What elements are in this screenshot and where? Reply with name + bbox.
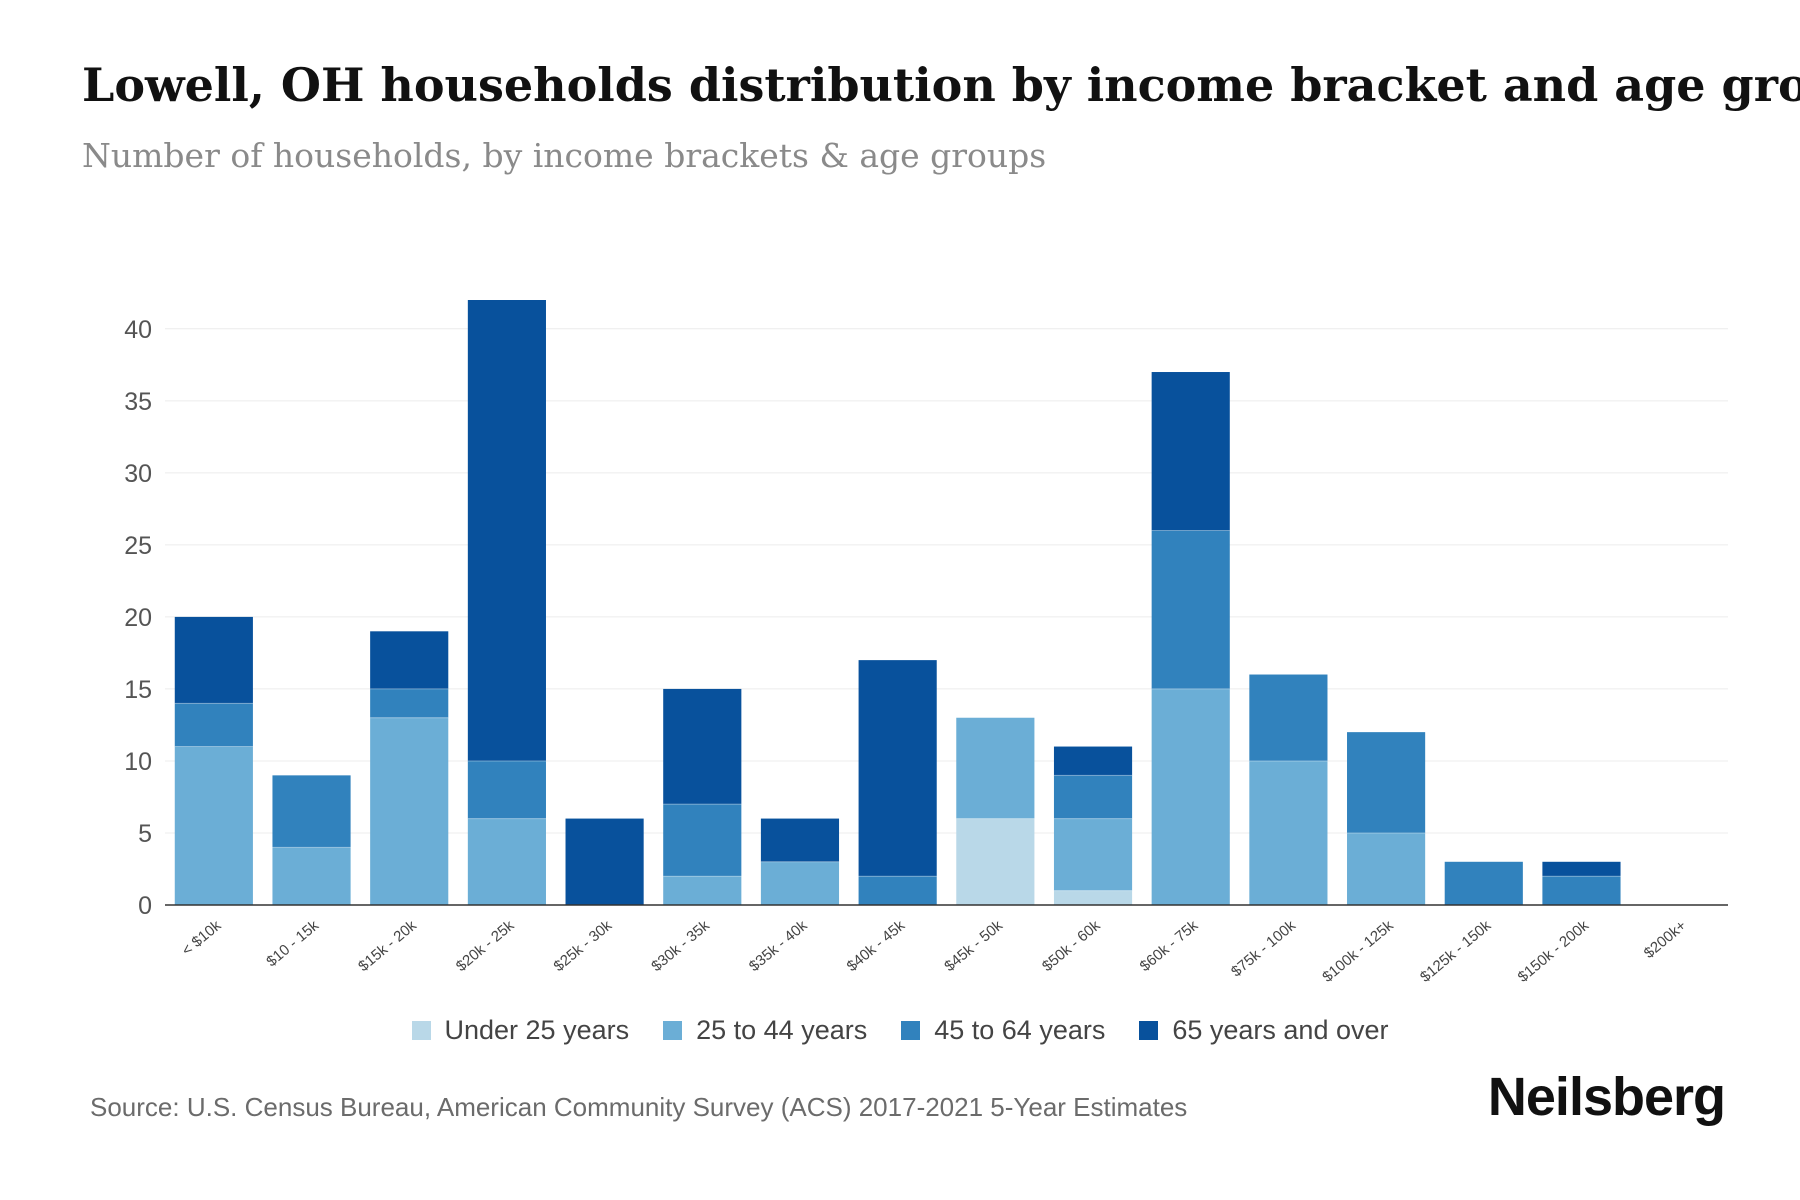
- bar-segment: [956, 818, 1035, 905]
- bar-segment: [858, 660, 937, 877]
- x-tick-label: $15k - 20k: [355, 917, 420, 975]
- x-tick-label: $100k - 125k: [1319, 917, 1397, 986]
- legend-item-25-to-44: 25 to 44 years: [663, 1015, 867, 1046]
- bar-segment: [370, 717, 449, 905]
- bar-segment: [467, 818, 546, 905]
- bar-segment: [956, 717, 1035, 819]
- bar-segment: [174, 746, 253, 905]
- legend-label: 45 to 64 years: [934, 1015, 1106, 1045]
- x-tick-label: $25k - 30k: [551, 917, 616, 975]
- x-tick-label: $75k - 100k: [1228, 917, 1299, 981]
- legend-label: Under 25 years: [444, 1015, 630, 1045]
- bar-segment: [1542, 876, 1621, 905]
- chart-title: Lowell, OH households distribution by in…: [82, 58, 1800, 112]
- y-tick-label: 15: [124, 676, 152, 704]
- bar-segment: [1053, 775, 1133, 819]
- bar-segment: [1053, 746, 1133, 776]
- stacked-bar-chart: 0 5 10 15 20 25 30 35 40 < $10k $10 - 15k $15k - 20…: [124, 300, 1728, 986]
- x-tick-label: $20k - 25k: [453, 917, 518, 975]
- bar-segment: [663, 688, 742, 805]
- source-note: Source: U.S. Census Bureau, American Com…: [90, 1092, 1188, 1122]
- bar-segment: [1542, 861, 1621, 877]
- y-tick-label: 0: [138, 892, 152, 920]
- x-tick-label: $150k - 200k: [1515, 917, 1593, 986]
- x-tick-label: $45k - 50k: [941, 917, 1006, 975]
- bar-segment: [1053, 818, 1133, 891]
- y-tick-label: 25: [124, 532, 152, 560]
- x-tick-label: $200k+: [1641, 917, 1690, 962]
- legend-item-45-to-64: 45 to 64 years: [901, 1015, 1105, 1046]
- legend-item-under-25: Under 25 years: [411, 1015, 630, 1046]
- x-tick-label: $60k - 75k: [1137, 917, 1202, 975]
- bar-segment: [760, 861, 840, 905]
- bar-segment: [858, 876, 937, 905]
- y-tick-label: 30: [124, 460, 152, 488]
- legend-swatch: [901, 1021, 921, 1040]
- bar-segment: [1151, 688, 1230, 905]
- y-tick-label: 5: [138, 820, 152, 848]
- bar-segment: [174, 703, 253, 747]
- bar-segment: [272, 775, 351, 848]
- bar-segment: [663, 804, 742, 877]
- bar-segment: [1347, 732, 1426, 833]
- x-tick-label: < $10k: [179, 917, 225, 960]
- x-tick-label: $125k - 150k: [1417, 917, 1495, 986]
- bar-segment: [1444, 861, 1523, 905]
- bar-segment: [370, 631, 449, 689]
- bar-segment: [467, 760, 546, 819]
- x-tick-label: $50k - 60k: [1039, 917, 1104, 975]
- y-tick-label: 40: [124, 316, 152, 344]
- brand-logo: Neilsberg: [1487, 1067, 1726, 1127]
- x-tick-label: $10 - 15k: [263, 917, 322, 971]
- legend-swatch: [663, 1021, 683, 1040]
- x-tick-label: $35k - 40k: [746, 917, 811, 975]
- bar-segment: [565, 818, 644, 905]
- y-tick-label: 10: [124, 748, 152, 776]
- legend-swatch: [411, 1021, 431, 1040]
- x-tick-label: $30k - 35k: [648, 917, 713, 975]
- bar-segment: [663, 876, 742, 905]
- bar-segment: [1347, 832, 1426, 905]
- bar-segment: [1151, 530, 1230, 689]
- bar-segment: [1053, 890, 1133, 905]
- bar-segment: [760, 818, 840, 862]
- bar-segment: [467, 300, 546, 761]
- legend-label: 25 to 44 years: [696, 1015, 868, 1045]
- y-tick-label: 20: [124, 604, 152, 632]
- bar-segment: [1249, 674, 1328, 761]
- bar-segment: [1249, 760, 1328, 905]
- legend-item-65-and-over: 65 years and over: [1139, 1015, 1389, 1046]
- bar-segment: [272, 847, 351, 905]
- bar-segment: [370, 688, 449, 718]
- y-tick-label: 35: [124, 388, 152, 416]
- chart-legend: Under 25 years 25 to 44 years 45 to 64 y…: [0, 1015, 1800, 1046]
- x-tick-label: $40k - 45k: [844, 917, 909, 975]
- legend-swatch: [1139, 1021, 1159, 1040]
- legend-label: 65 years and over: [1172, 1015, 1389, 1045]
- bar-segment: [174, 616, 253, 704]
- chart-subtitle: Number of households, by income brackets…: [82, 136, 1047, 175]
- bar-segment: [1151, 372, 1230, 531]
